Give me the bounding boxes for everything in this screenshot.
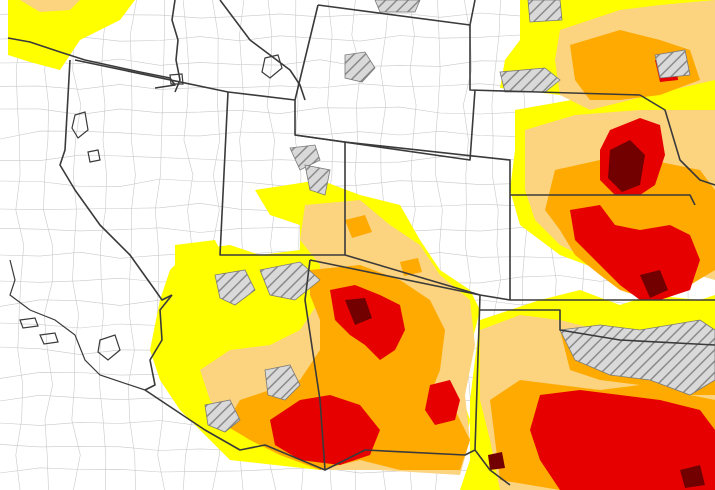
state-border-line xyxy=(144,259,326,471)
d4-area xyxy=(640,270,668,298)
state-border-line xyxy=(474,449,511,486)
county-line xyxy=(43,0,54,490)
d0-area xyxy=(8,0,135,70)
water-body-outline xyxy=(261,54,283,79)
hatched-impact-areas xyxy=(204,0,715,433)
d4-area xyxy=(488,452,505,470)
state-border-line xyxy=(639,94,715,186)
d2-area xyxy=(345,215,372,238)
county-line xyxy=(71,0,82,490)
drought-d4-areas xyxy=(345,140,705,488)
d4-area xyxy=(345,298,372,325)
state-border-line xyxy=(9,259,146,391)
hatched-area xyxy=(304,164,331,196)
d3-area xyxy=(570,205,700,300)
state-border-line xyxy=(219,91,345,256)
hatched-area xyxy=(374,0,421,13)
d0-area xyxy=(175,240,225,275)
state-borders xyxy=(7,0,715,486)
outline-features xyxy=(19,54,283,361)
d4-area xyxy=(608,140,645,192)
county-line xyxy=(154,0,165,490)
water-body-outline xyxy=(169,73,184,85)
water-body-outline xyxy=(19,317,39,329)
state-border-line xyxy=(219,0,306,101)
state-border-line xyxy=(74,59,229,93)
d1-area xyxy=(20,0,80,12)
hatched-area xyxy=(214,269,256,306)
state-border-line xyxy=(309,259,481,471)
d3-area xyxy=(270,395,380,465)
water-body-outline xyxy=(39,332,59,345)
state-border-line xyxy=(171,0,181,93)
hatched-area xyxy=(289,144,321,171)
d3-area xyxy=(530,390,715,490)
state-border-line xyxy=(294,4,319,101)
drought-d3-areas xyxy=(270,58,715,490)
county-line xyxy=(15,0,25,490)
state-border-line xyxy=(59,59,173,301)
hatched-area xyxy=(344,51,376,83)
state-border-line xyxy=(469,25,641,96)
d3-area xyxy=(425,380,460,425)
hatched-area xyxy=(654,49,691,79)
hatched-area xyxy=(204,399,241,433)
hatched-area xyxy=(259,261,321,301)
county-line xyxy=(99,0,109,490)
d2-area xyxy=(400,258,422,276)
d2-area xyxy=(570,30,700,100)
water-body-outline xyxy=(71,111,89,139)
water-body-outline xyxy=(87,149,101,163)
hatched-area xyxy=(499,67,561,93)
county-line xyxy=(127,0,137,490)
d4-area xyxy=(680,465,705,488)
hatched-area xyxy=(264,364,301,401)
state-border-line xyxy=(480,309,715,346)
water-body-outline xyxy=(97,334,121,361)
state-border-line xyxy=(510,194,696,206)
state-border-line xyxy=(344,141,511,300)
hatched-area xyxy=(559,319,715,396)
hatched-area xyxy=(527,0,563,23)
